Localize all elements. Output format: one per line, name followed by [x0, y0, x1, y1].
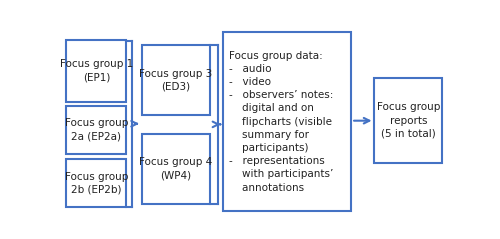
Text: Focus group data:
-   audio
-   video
-   observers’ notes:
    digital and on
 : Focus group data: - audio - video - obse…: [229, 51, 334, 193]
Text: Focus group 1
(EP1): Focus group 1 (EP1): [60, 60, 133, 83]
FancyBboxPatch shape: [142, 45, 210, 115]
Text: Focus group
reports
(5 in total): Focus group reports (5 in total): [376, 103, 440, 139]
Text: Focus group 3
(ED3): Focus group 3 (ED3): [139, 69, 212, 92]
Text: Focus group 4
(WP4): Focus group 4 (WP4): [139, 157, 212, 180]
FancyBboxPatch shape: [66, 40, 126, 102]
Text: Focus group
2a (EP2a): Focus group 2a (EP2a): [64, 118, 128, 141]
FancyBboxPatch shape: [374, 78, 442, 163]
FancyBboxPatch shape: [142, 134, 210, 204]
FancyBboxPatch shape: [66, 106, 126, 154]
FancyBboxPatch shape: [224, 32, 351, 211]
FancyBboxPatch shape: [66, 159, 126, 207]
Text: Focus group
2b (EP2b): Focus group 2b (EP2b): [64, 172, 128, 195]
